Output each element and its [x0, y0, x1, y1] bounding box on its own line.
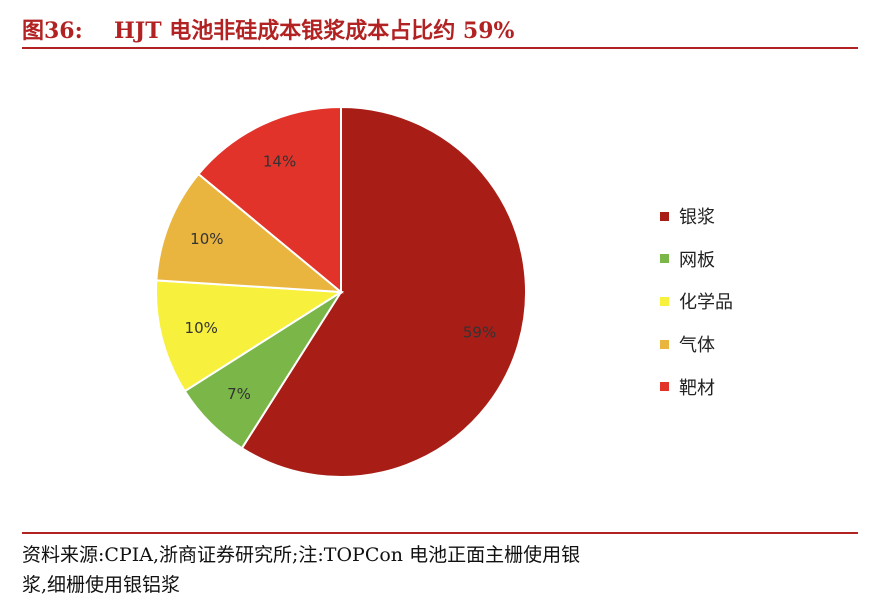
- pie-slices: [155, 105, 527, 478]
- legend-swatch: [660, 382, 669, 392]
- pie-slice-4: [155, 172, 345, 294]
- legend-label: 化学品: [679, 292, 733, 314]
- slice-value-label: 59%: [463, 323, 496, 341]
- legend-item: 网板: [660, 238, 733, 281]
- legend-item: 银浆: [660, 195, 733, 238]
- pie-labels: 59% 7% 10% 10% 14%: [185, 152, 497, 403]
- pie-slice-3: [155, 279, 345, 393]
- slice-value-label: 10%: [185, 319, 218, 337]
- source-note: 资料来源:CPIA,浙商证券研究所;注:TOPCon 电池正面主栅使用银 浆,细…: [22, 540, 862, 600]
- figure-title: 图36: HJT 电池非硅成本银浆成本占比约 59%: [22, 13, 862, 45]
- figure-number: 图36:: [22, 18, 83, 44]
- source-line-2: 浆,细栅使用银铝浆: [22, 574, 181, 596]
- chart-legend: 银浆网板化学品气体靶材: [660, 195, 733, 408]
- footer-divider: [22, 532, 858, 534]
- legend-label: 网板: [679, 249, 715, 271]
- legend-item: 靶材: [660, 365, 733, 408]
- legend-swatch: [660, 296, 669, 306]
- slice-value-label: 14%: [263, 152, 296, 170]
- legend-item: 气体: [660, 323, 733, 366]
- legend-label: 靶材: [679, 377, 715, 399]
- pie-slice-1: [240, 105, 527, 478]
- legend-label: 气体: [679, 335, 715, 357]
- legend-swatch: [660, 211, 669, 221]
- slice-value-label: 10%: [190, 230, 223, 248]
- legend-item: 化学品: [660, 280, 733, 323]
- title-divider: [22, 47, 858, 49]
- legend-swatch: [660, 339, 669, 349]
- legend-label: 银浆: [679, 207, 715, 229]
- pie-chart: 59% 7% 10% 10% 14%: [155, 105, 527, 478]
- pie-slice-5: [197, 105, 342, 295]
- figure-title-text: HJT 电池非硅成本银浆成本占比约 59%: [114, 18, 515, 44]
- slice-value-label: 7%: [227, 385, 251, 403]
- source-line-1: 资料来源:CPIA,浙商证券研究所;注:TOPCon 电池正面主栅使用银: [22, 544, 581, 566]
- legend-swatch: [660, 254, 669, 264]
